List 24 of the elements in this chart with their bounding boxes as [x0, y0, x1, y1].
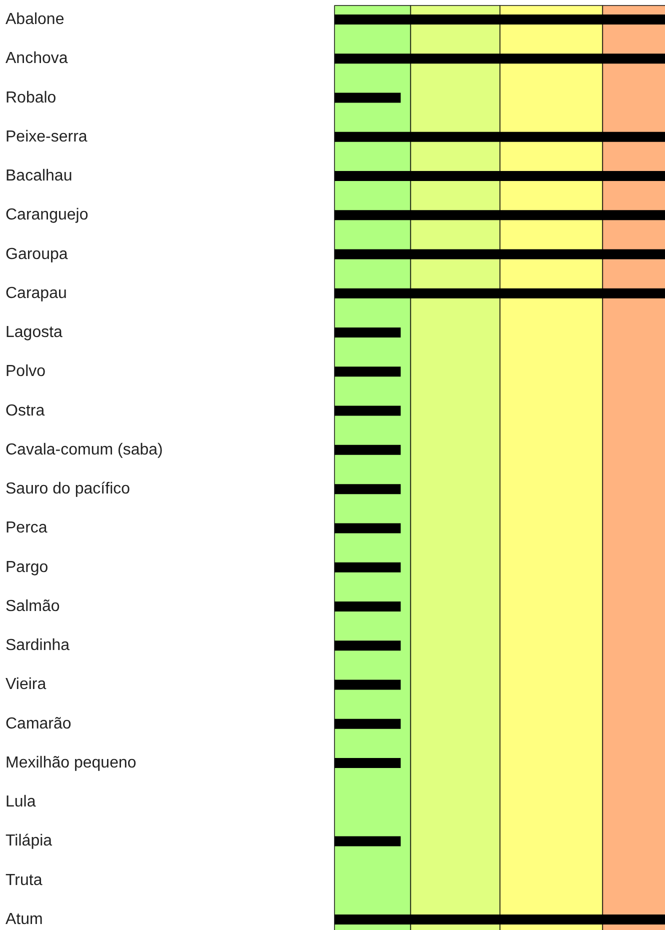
y-tick-label: Pargo: [6, 558, 48, 576]
y-tick-label: Cavala-comum (saba): [6, 441, 163, 458]
y-tick-label: Perca: [6, 520, 48, 537]
y-tick-label: Lula: [6, 794, 36, 811]
y-tick-label: Tilápia: [6, 832, 52, 850]
y-tick-label: Anchova: [6, 50, 68, 68]
y-tick-label: Bacalhau: [6, 168, 72, 185]
y-tick-label: Salmão: [6, 598, 60, 615]
y-tick-label: Garoupa: [6, 246, 68, 263]
y-tick-label: Vieira: [6, 676, 46, 694]
y-tick-label: Carapau: [6, 284, 67, 302]
y-tick-label: Abalone: [6, 11, 64, 28]
y-tick-label: Truta: [6, 872, 42, 889]
y-tick-label: Caranguejo: [6, 206, 88, 224]
y-tick-label: Ostra: [6, 402, 45, 420]
y-tick-label: Mexilhão pequeno: [6, 754, 136, 772]
y-tick-label: Sardinha: [6, 637, 70, 654]
y-tick-label: Lagosta: [6, 324, 63, 342]
y-tick-label: Robalo: [6, 89, 56, 106]
y-tick-label: Camarão: [6, 715, 72, 732]
y-tick-label: Atum: [6, 911, 43, 928]
y-tick-label: Polvo: [6, 363, 46, 380]
y-tick-label: Sauro do pacífico: [6, 480, 130, 498]
y-tick-label: Peixe-serra: [6, 128, 88, 146]
